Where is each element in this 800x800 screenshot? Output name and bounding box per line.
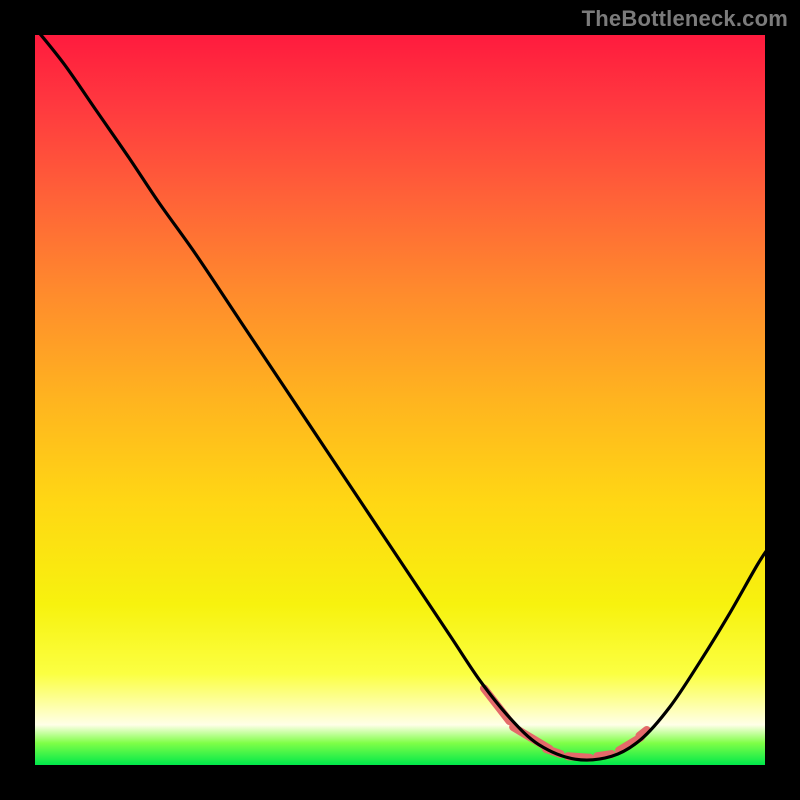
plot-area: [35, 35, 765, 765]
chart-frame: TheBottleneck.com: [0, 0, 800, 800]
watermark-text: TheBottleneck.com: [582, 6, 788, 32]
bottleneck-curve-chart: [35, 35, 765, 765]
gradient-background: [35, 35, 765, 765]
